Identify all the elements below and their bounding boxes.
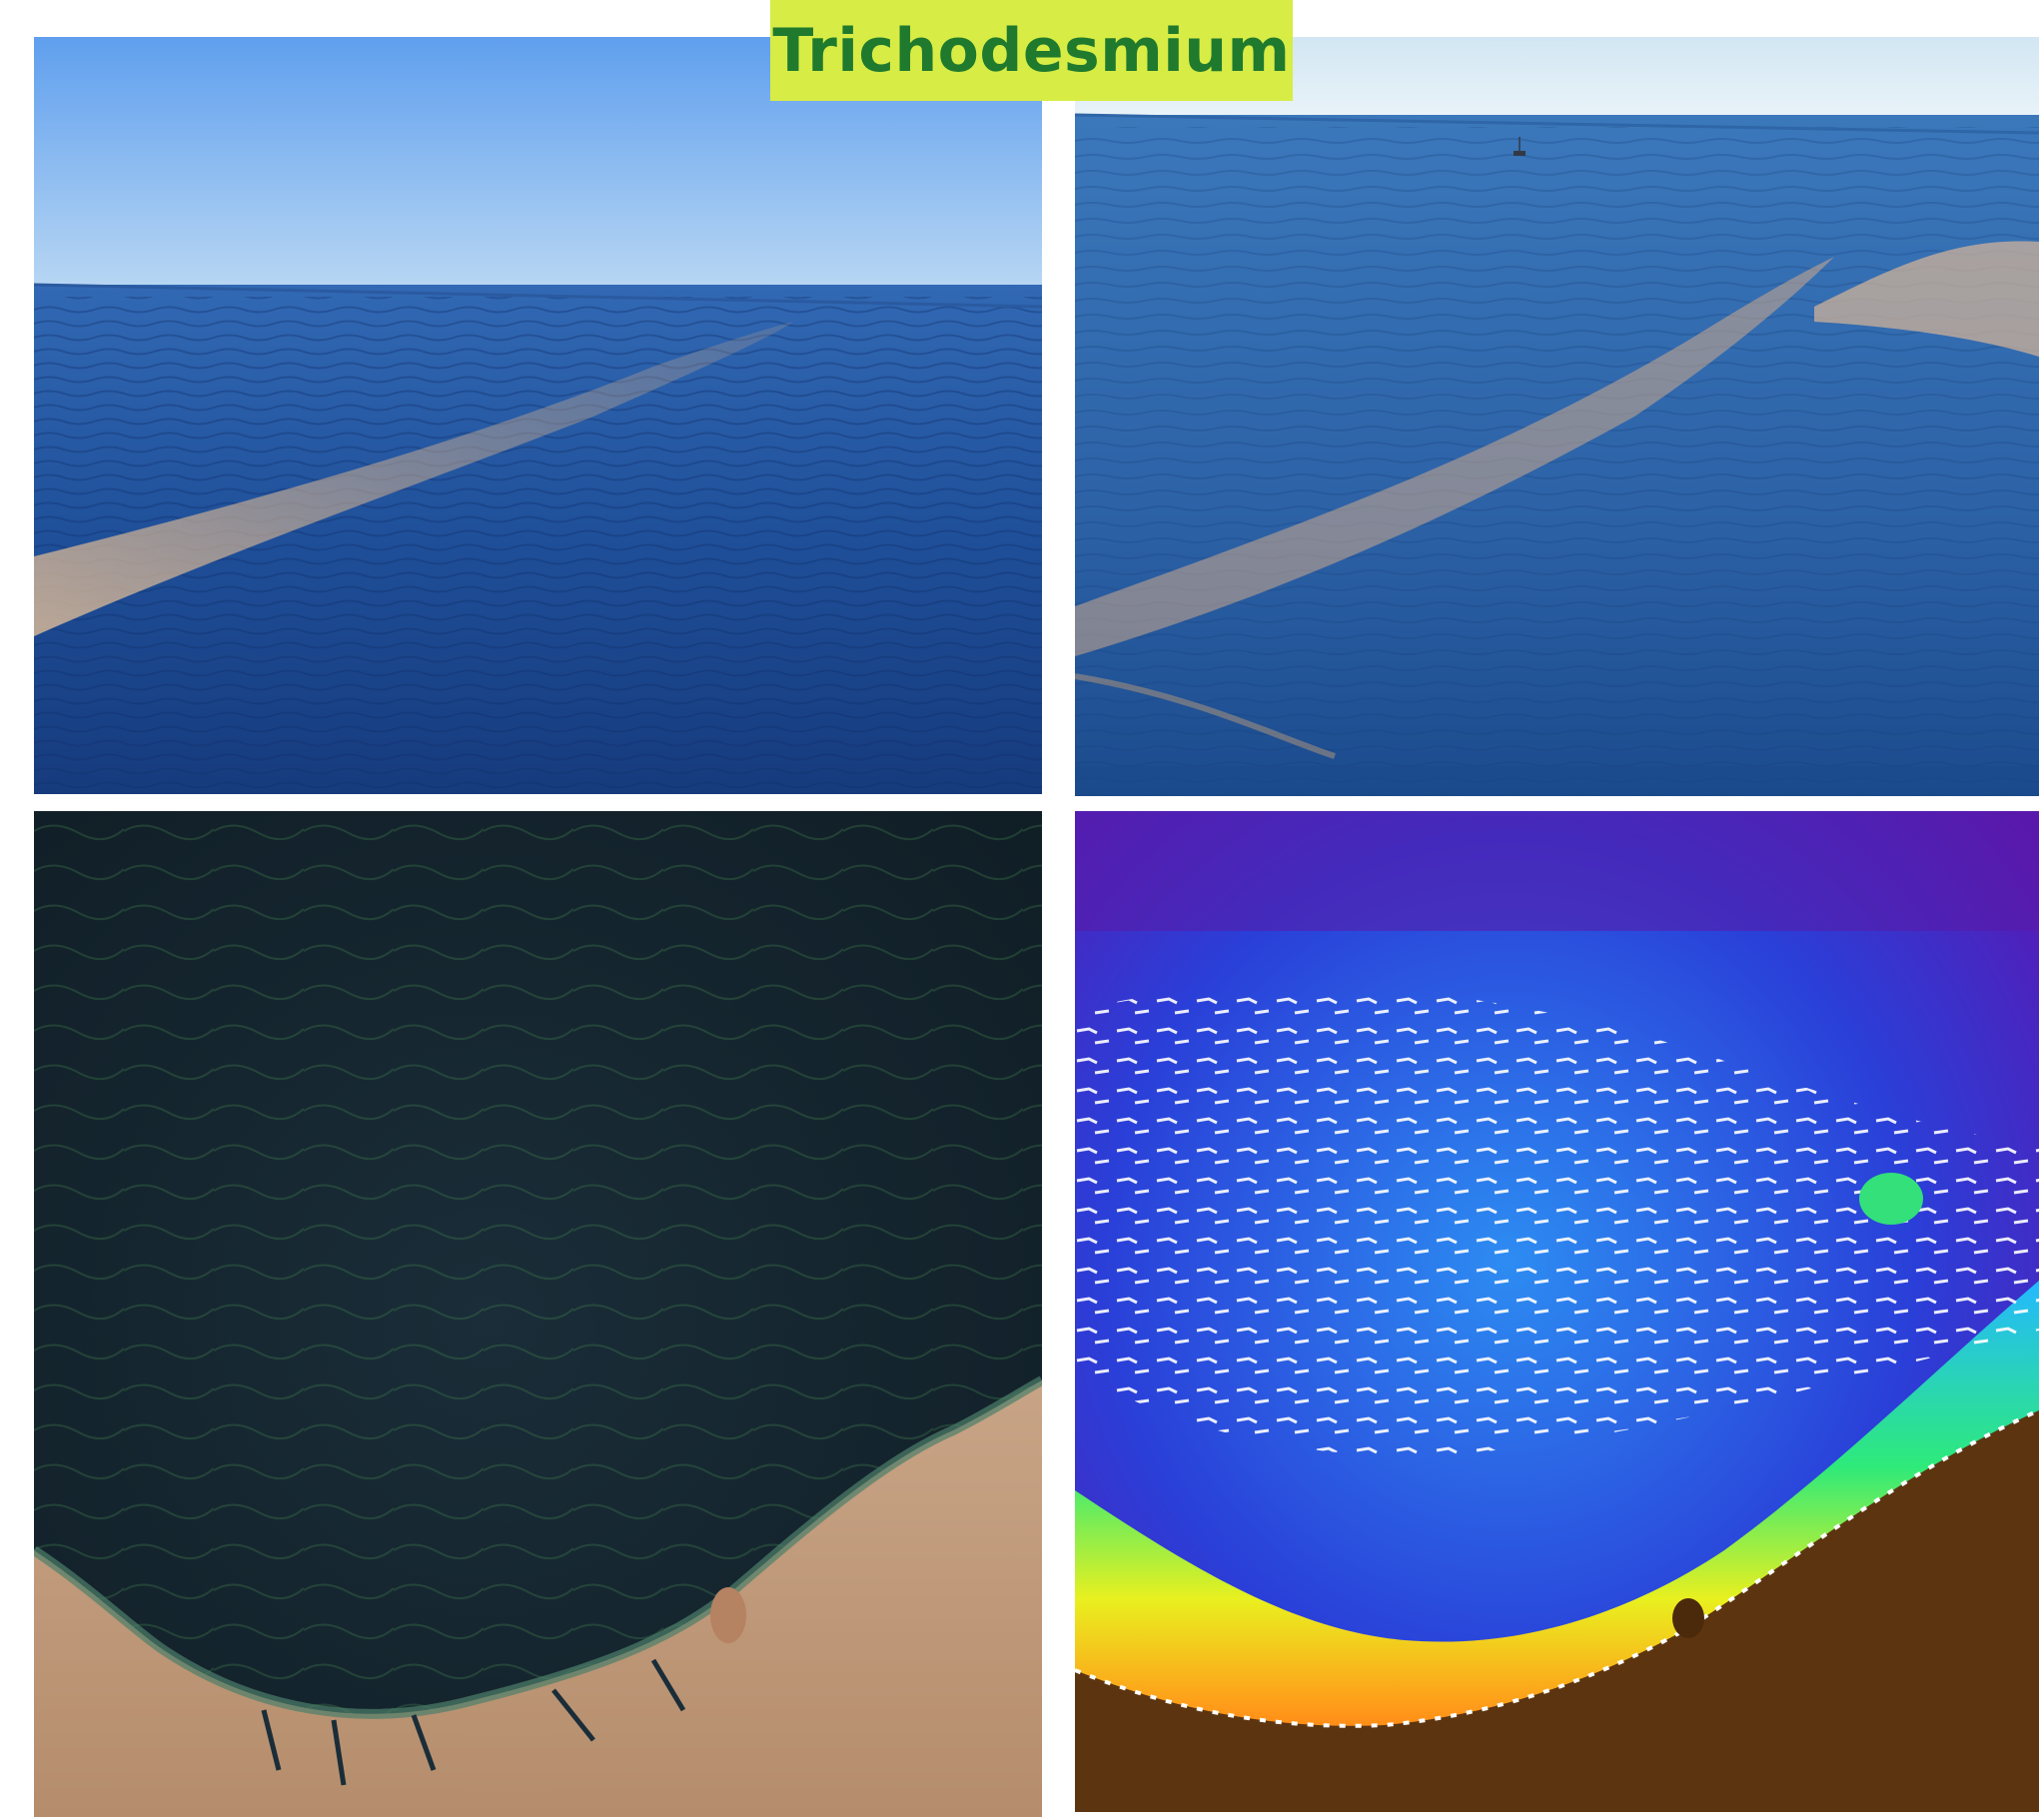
satellite-chlorophyll-map	[1075, 811, 2039, 1812]
boat-shape	[1514, 151, 1526, 156]
ocean-photo-1	[34, 37, 1042, 794]
satellite-true-color	[34, 811, 1042, 1817]
page-title: Trichodesmium	[772, 15, 1291, 86]
title-label: Trichodesmium	[770, 0, 1293, 101]
ocean-photo-2	[1075, 37, 2039, 796]
